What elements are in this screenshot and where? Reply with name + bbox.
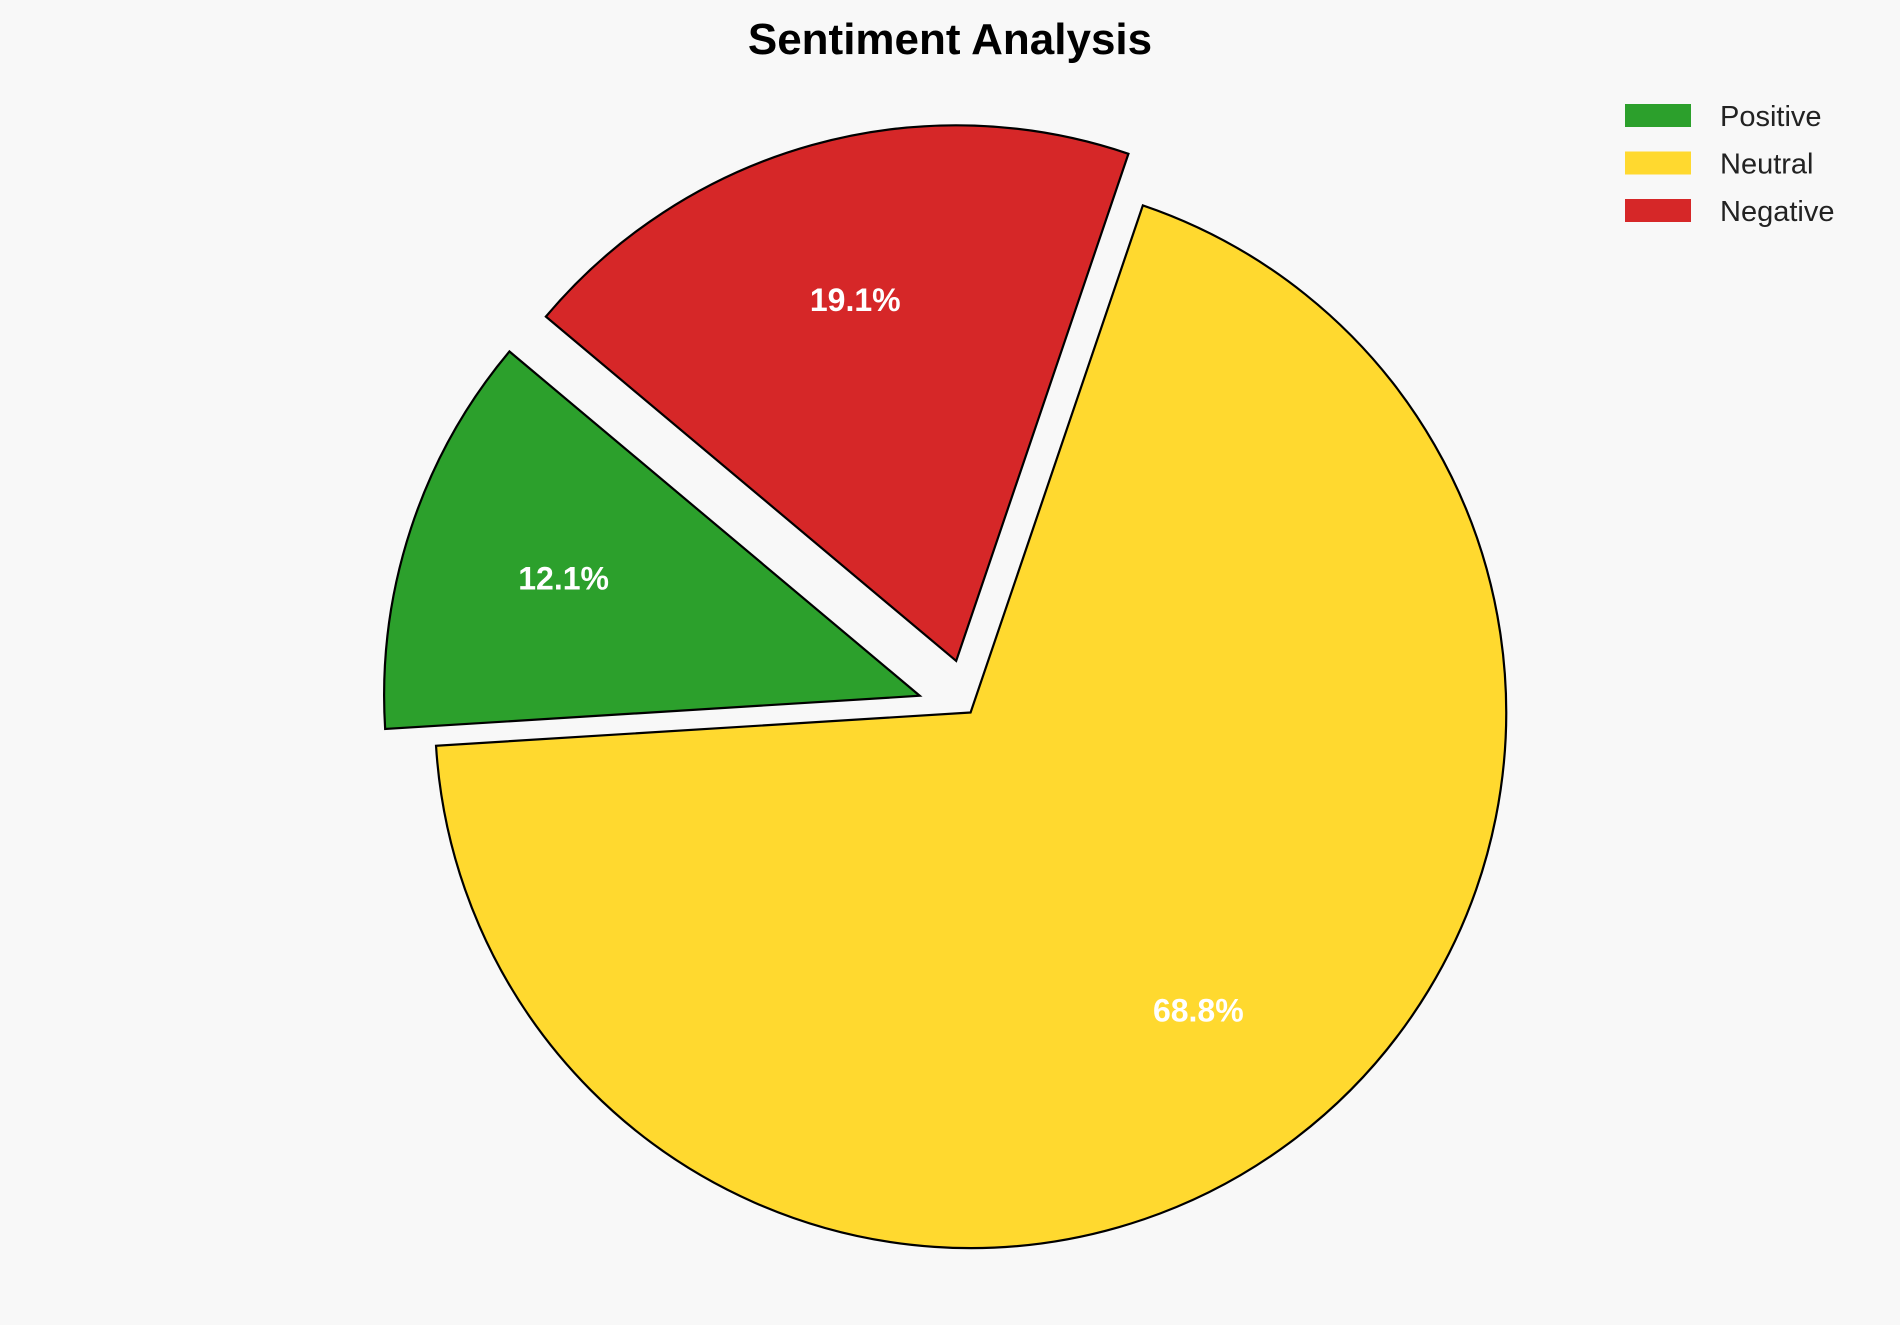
pie-slice-negative [544, 124, 1130, 663]
slice-label-neutral: 68.8% [1153, 992, 1244, 1028]
slice-label-negative: 19.1% [810, 282, 901, 318]
legend: Positive Neutral Negative [1625, 101, 1834, 228]
slice-label-positive: 12.1% [518, 561, 609, 597]
legend-label-neutral: Neutral [1720, 149, 1814, 181]
legend-swatch-neutral [1625, 151, 1691, 175]
legend-swatch-positive [1625, 104, 1691, 127]
legend-label-positive: Positive [1720, 101, 1822, 133]
pie-slice-neutral [434, 203, 1508, 1250]
legend-swatch-negative [1625, 199, 1691, 222]
legend-label-negative: Negative [1720, 196, 1834, 228]
pie-slice-positive [383, 349, 923, 731]
chart-title: Sentiment Analysis [748, 15, 1152, 64]
